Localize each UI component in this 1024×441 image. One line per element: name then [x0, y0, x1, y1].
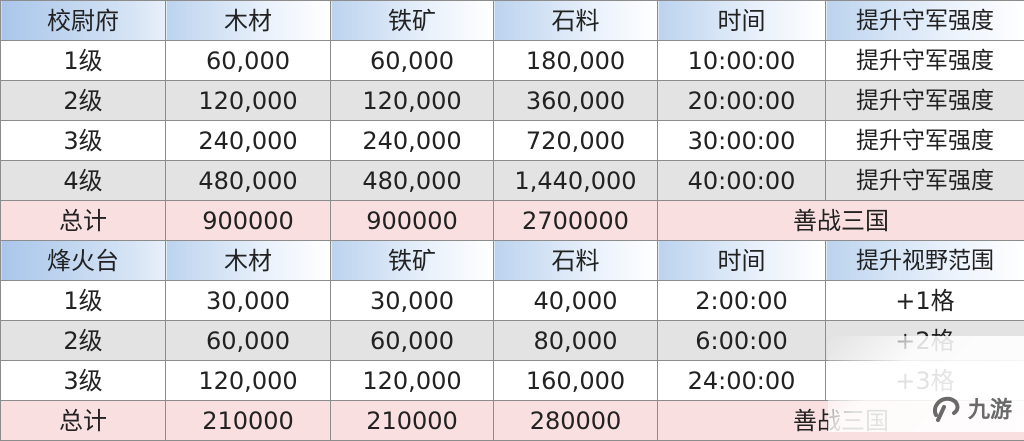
table-row: 1级 30,000 30,000 40,000 2:00:00 +1格 [1, 281, 1024, 321]
iron-header: 铁矿 [331, 241, 494, 281]
table-row: 1级 60,000 60,000 180,000 10:00:00 提升守军强度 [1, 41, 1024, 81]
table-header-row: 校尉府 木材 铁矿 石料 时间 提升守军强度 [1, 1, 1024, 41]
stone-cell: 40,000 [494, 281, 658, 321]
table-row: 4级 480,000 480,000 1,440,000 40:00:00 提升… [1, 161, 1024, 201]
stone-total-cell: 280000 [494, 401, 658, 441]
wood-cell: 30,000 [166, 281, 331, 321]
total-row: 总计 900000 900000 2700000 善战三国 [1, 201, 1024, 241]
time-cell: 24:00:00 [658, 361, 826, 401]
iron-cell: 60,000 [331, 41, 494, 81]
level-cell: 2级 [1, 321, 166, 361]
game-title-cell: 善战三国 [658, 201, 1024, 241]
iron-cell: 30,000 [331, 281, 494, 321]
time-cell: 20:00:00 [658, 81, 826, 121]
stone-cell: 1,440,000 [494, 161, 658, 201]
wood-cell: 120,000 [166, 361, 331, 401]
level-cell: 4级 [1, 161, 166, 201]
total-label-cell: 总计 [1, 401, 166, 441]
iron-cell: 480,000 [331, 161, 494, 201]
table-row: 3级 120,000 120,000 160,000 24:00:00 +3格 [1, 361, 1024, 401]
wood-total-cell: 210000 [166, 401, 331, 441]
wood-cell: 60,000 [166, 41, 331, 81]
effect-header: 提升守军强度 [826, 1, 1024, 41]
table-header-row: 烽火台 木材 铁矿 石料 时间 提升视野范围 [1, 241, 1024, 281]
jiuyou-logo-icon [930, 393, 964, 423]
jiuyou-watermark: 九游 [930, 392, 1012, 424]
stone-cell: 360,000 [494, 81, 658, 121]
time-cell: 10:00:00 [658, 41, 826, 81]
time-cell: 2:00:00 [658, 281, 826, 321]
iron-cell: 60,000 [331, 321, 494, 361]
table-row: 2级 120,000 120,000 360,000 20:00:00 提升守军… [1, 81, 1024, 121]
effect-cell: 提升守军强度 [826, 81, 1024, 121]
effect-cell: +1格 [826, 281, 1024, 321]
time-cell: 6:00:00 [658, 321, 826, 361]
iron-cell: 120,000 [331, 81, 494, 121]
level-cell: 3级 [1, 121, 166, 161]
stone-cell: 720,000 [494, 121, 658, 161]
effect-cell: 提升守军强度 [826, 161, 1024, 201]
level-cell: 1级 [1, 281, 166, 321]
building-name-cell: 校尉府 [1, 1, 166, 41]
wood-header: 木材 [166, 241, 331, 281]
wood-total-cell: 900000 [166, 201, 331, 241]
iron-cell: 240,000 [331, 121, 494, 161]
time-cell: 40:00:00 [658, 161, 826, 201]
stone-cell: 80,000 [494, 321, 658, 361]
iron-cell: 120,000 [331, 361, 494, 401]
wood-cell: 480,000 [166, 161, 331, 201]
wood-cell: 120,000 [166, 81, 331, 121]
effect-cell: 提升守军强度 [826, 41, 1024, 81]
effect-header: 提升视野范围 [826, 241, 1024, 281]
total-label-cell: 总计 [1, 201, 166, 241]
effect-cell: 提升守军强度 [826, 121, 1024, 161]
time-header: 时间 [658, 241, 826, 281]
wood-cell: 240,000 [166, 121, 331, 161]
stone-total-cell: 2700000 [494, 201, 658, 241]
iron-total-cell: 210000 [331, 401, 494, 441]
building-name-cell: 烽火台 [1, 241, 166, 281]
wood-cell: 60,000 [166, 321, 331, 361]
level-cell: 2级 [1, 81, 166, 121]
time-header: 时间 [658, 1, 826, 41]
wood-header: 木材 [166, 1, 331, 41]
level-cell: 3级 [1, 361, 166, 401]
watermark-text: 九游 [968, 392, 1012, 424]
iron-total-cell: 900000 [331, 201, 494, 241]
table-row: 3级 240,000 240,000 720,000 30:00:00 提升守军… [1, 121, 1024, 161]
stone-cell: 180,000 [494, 41, 658, 81]
iron-header: 铁矿 [331, 1, 494, 41]
stone-header: 石料 [494, 1, 658, 41]
level-cell: 1级 [1, 41, 166, 81]
total-row: 总计 210000 210000 280000 善战三国 [1, 401, 1024, 441]
stone-header: 石料 [494, 241, 658, 281]
time-cell: 30:00:00 [658, 121, 826, 161]
effect-cell: +2格 [826, 321, 1024, 361]
stone-cell: 160,000 [494, 361, 658, 401]
table-row: 2级 60,000 60,000 80,000 6:00:00 +2格 [1, 321, 1024, 361]
